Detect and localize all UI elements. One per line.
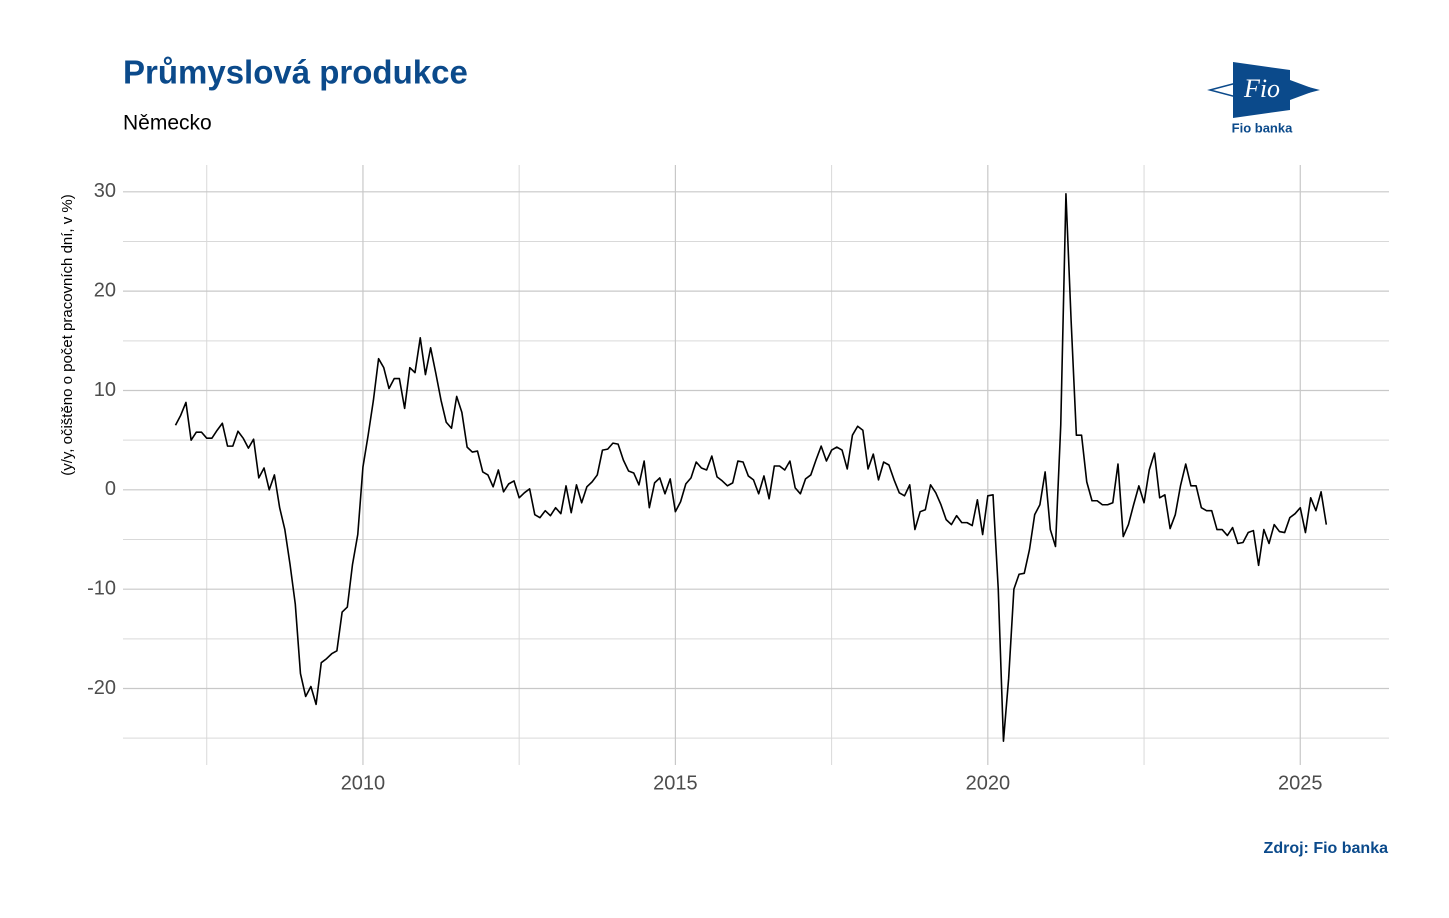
y-tick-label: 30: [94, 180, 116, 202]
x-tick-label: 2010: [341, 772, 386, 794]
y-tick-label: 10: [94, 379, 116, 401]
y-axis-label: (y/y, očištěno o počet pracovních dní, v…: [59, 194, 76, 476]
logo-tip: [1290, 80, 1317, 100]
x-tick-label: 2025: [1278, 772, 1323, 794]
chart-title: Průmyslová produkce: [123, 54, 468, 91]
y-tick-label: 20: [94, 279, 116, 301]
logo-caption: Fio banka: [1232, 120, 1293, 135]
y-tick-label: 0: [105, 478, 116, 500]
chart-subtitle: Německo: [123, 112, 212, 135]
x-tick-label: 2015: [653, 772, 698, 794]
logo-text: Fio: [1243, 74, 1280, 103]
logo: Fio Fio banka: [1207, 62, 1320, 135]
logo-flag: [1233, 62, 1290, 118]
x-tick-label: 2020: [966, 772, 1011, 794]
source: Zdroj: Fio banka: [1264, 840, 1389, 857]
y-tick-label: -20: [87, 677, 116, 699]
y-tick-label: -10: [87, 577, 116, 599]
data-line: [174, 193, 1328, 742]
